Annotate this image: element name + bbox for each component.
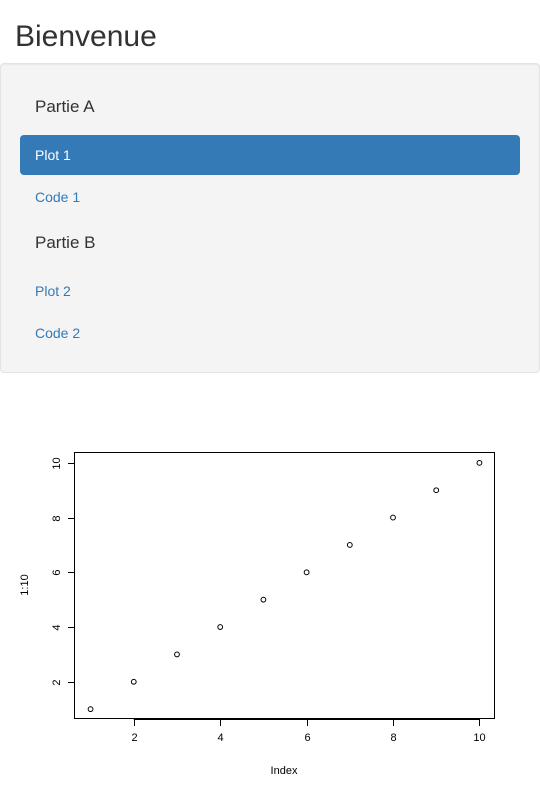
y-axis-label: 1:10 xyxy=(19,574,31,595)
y-tick-label: 10 xyxy=(51,457,63,469)
data-point xyxy=(346,542,353,548)
data-point xyxy=(87,706,94,713)
x-tick-label: 8 xyxy=(390,732,396,744)
data-points xyxy=(87,459,483,713)
nav-item-plot-1[interactable]: Plot 1 xyxy=(20,135,520,175)
section-header-partie-a: Partie A xyxy=(35,97,95,116)
data-point xyxy=(476,459,483,466)
x-tick-label: 6 xyxy=(304,732,310,744)
y-tick-label: 6 xyxy=(51,569,63,575)
data-point xyxy=(130,678,137,685)
data-point xyxy=(217,624,224,630)
plot-output: 2 4 6 8 10 2 4 6 8 10 Index 1:10 xyxy=(0,425,540,793)
data-point xyxy=(390,514,396,521)
data-point xyxy=(433,487,440,494)
x-axis: 2 4 6 8 10 xyxy=(131,719,486,744)
nav-item-plot-2[interactable]: Plot 2 xyxy=(35,283,71,299)
y-axis: 2 4 6 8 10 xyxy=(51,457,75,686)
data-point xyxy=(260,596,267,603)
plot-frame xyxy=(74,452,495,719)
nav-item-code-2[interactable]: Code 2 xyxy=(35,325,81,341)
sidebar-panel: Partie A Plot 1 Code 1 Partie B Plot 2 C… xyxy=(0,63,540,373)
x-tick-label: 2 xyxy=(131,732,137,744)
data-point xyxy=(303,569,310,576)
data-point xyxy=(174,651,180,658)
section-header-partie-b: Partie B xyxy=(35,233,96,252)
nav-item-code-1[interactable]: Code 1 xyxy=(35,189,81,205)
x-tick-label: 4 xyxy=(217,732,223,744)
y-tick-label: 8 xyxy=(51,515,63,521)
x-axis-label: Index xyxy=(271,765,298,777)
y-tick-label: 4 xyxy=(51,624,63,630)
y-tick-label: 2 xyxy=(51,679,63,685)
page-title: Bienvenue xyxy=(15,20,157,53)
x-tick-label: 10 xyxy=(473,732,485,744)
scatter-plot: 2 4 6 8 10 2 4 6 8 10 Index 1:10 xyxy=(19,452,495,777)
